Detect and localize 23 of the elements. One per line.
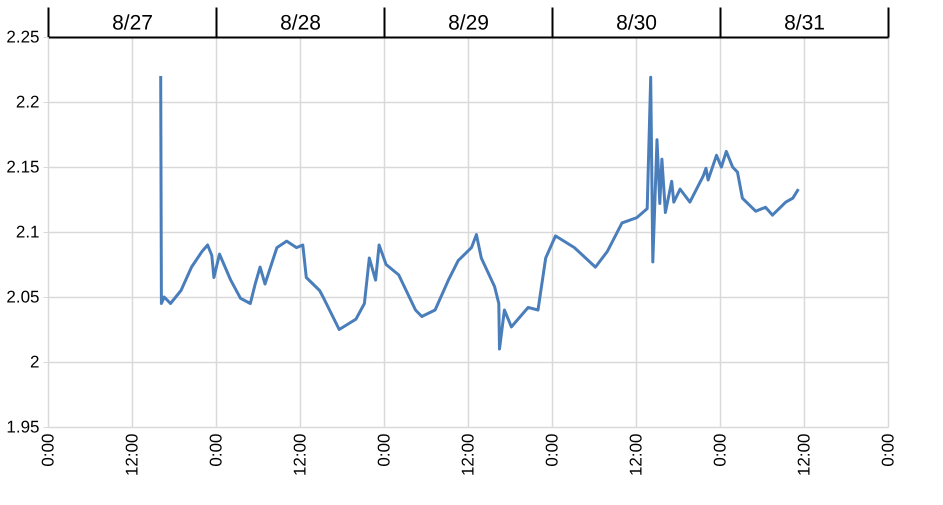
y-tick-label: 2.25	[6, 28, 40, 46]
x2-tick-label: 8/28	[280, 12, 321, 34]
x2-tick-label: 8/29	[448, 12, 489, 34]
x2-tick-label: 8/31	[784, 12, 825, 34]
x-tick-label: 12:00	[458, 434, 478, 476]
y-tick-label: 2.05	[6, 288, 40, 306]
y-tick-label: 2.2	[16, 92, 40, 112]
x2-tick-label: 8/27	[112, 12, 153, 34]
x-tick-label: 0:00	[542, 434, 562, 467]
y-tick-label: 2	[30, 352, 40, 372]
x-tick-label: 12:00	[290, 434, 310, 476]
x-tick-label: 0:00	[710, 434, 730, 467]
x-tick-label: 0:00	[878, 434, 898, 467]
x-tick-label: 12:00	[122, 434, 142, 476]
x-tick-label: 12:00	[794, 434, 814, 476]
x-tick-label: 12:00	[626, 434, 646, 476]
y-tick-label: 2.15	[6, 158, 40, 176]
y-tick-label: 2.1	[16, 222, 40, 242]
x-tick-label: 0:00	[206, 434, 226, 467]
x-tick-label: 0:00	[38, 434, 58, 467]
y-tick-label: 1.95	[6, 418, 40, 436]
x2-tick-label: 8/30	[616, 12, 657, 34]
x-tick-label: 0:00	[374, 434, 394, 467]
